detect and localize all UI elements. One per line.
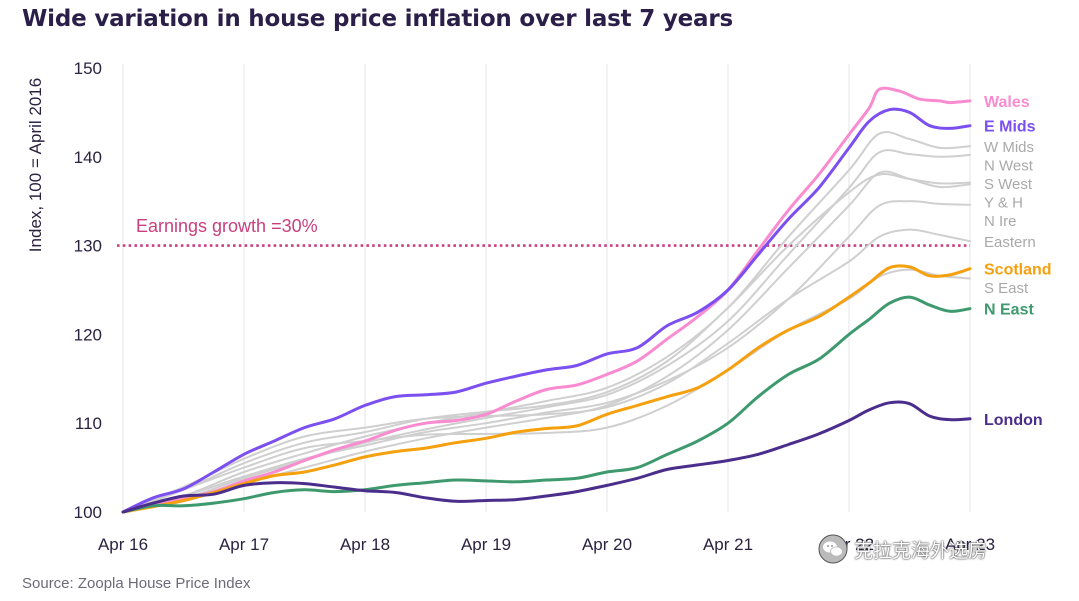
series-line-y-h — [122, 170, 971, 513]
source-note: Source: Zoopla House Price Index — [22, 575, 251, 592]
series-layer — [121, 86, 972, 514]
y-tick-label: 100 — [74, 503, 102, 522]
x-tick-label: Apr 21 — [703, 535, 753, 554]
series-label-e-mids: E Mids — [984, 119, 1036, 136]
series-label-s-east: S East — [984, 280, 1029, 297]
y-tick-label: 140 — [74, 148, 102, 167]
y-tick-label: 120 — [74, 325, 102, 344]
x-tick-label: Apr 16 — [98, 535, 148, 554]
series-line-w-mids — [122, 131, 971, 513]
series-line-n-east — [121, 295, 972, 514]
x-tick-label: Apr 18 — [340, 535, 390, 554]
watermark-text: 克拉克海外选房 — [854, 539, 988, 562]
series-line-wales — [121, 86, 972, 514]
series-label-n-east: N East — [984, 302, 1034, 319]
reference-line-label: Earnings growth =30% — [136, 216, 318, 236]
series-label-scotland: Scotland — [984, 262, 1052, 279]
series-label-n-west: N West — [984, 158, 1034, 175]
series-label-w-mids: W Mids — [984, 139, 1034, 156]
y-tick-label: 110 — [75, 414, 102, 433]
series-line-eastern — [122, 228, 971, 513]
series-label-london: London — [984, 412, 1043, 429]
grid-layer — [122, 64, 971, 512]
axis-layer: Apr 16 Apr 17 Apr 18 Apr 19 Apr 20 Apr 21 Apr … — [26, 59, 995, 554]
wechat-icon — [818, 534, 848, 564]
x-tick-label: Apr 23 — [945, 535, 995, 554]
y-tick-label: 130 — [74, 237, 102, 256]
series-label-n-ire: N Ire — [984, 213, 1017, 230]
chart-title: Wide variation in house price inflation … — [22, 6, 734, 32]
series-label-y-h: Y & H — [984, 195, 1023, 212]
y-tick-label: 150 — [74, 59, 102, 78]
series-label-wales: Wales — [984, 94, 1030, 111]
series-label-s-west: S West — [984, 176, 1033, 193]
series-line-scotland — [121, 264, 972, 514]
x-tick-label: Apr 19 — [461, 535, 511, 554]
series-line-n-ire — [122, 200, 971, 513]
series-line-s-west — [122, 173, 971, 513]
series-line-s-east — [122, 268, 971, 513]
series-line-e-mids — [121, 107, 972, 514]
x-tick-label: Apr 20 — [582, 535, 632, 554]
series-line-london — [121, 400, 972, 514]
reference-line-layer: Earnings growth =30% — [117, 216, 970, 247]
watermark: 克拉克海外选房 — [818, 534, 987, 564]
y-axis-title: Index, 100 = April 2016 — [26, 78, 45, 252]
x-tick-label: Apr 17 — [219, 535, 269, 554]
series-label-eastern: Eastern — [984, 234, 1036, 251]
series-line-n-west — [122, 149, 971, 513]
